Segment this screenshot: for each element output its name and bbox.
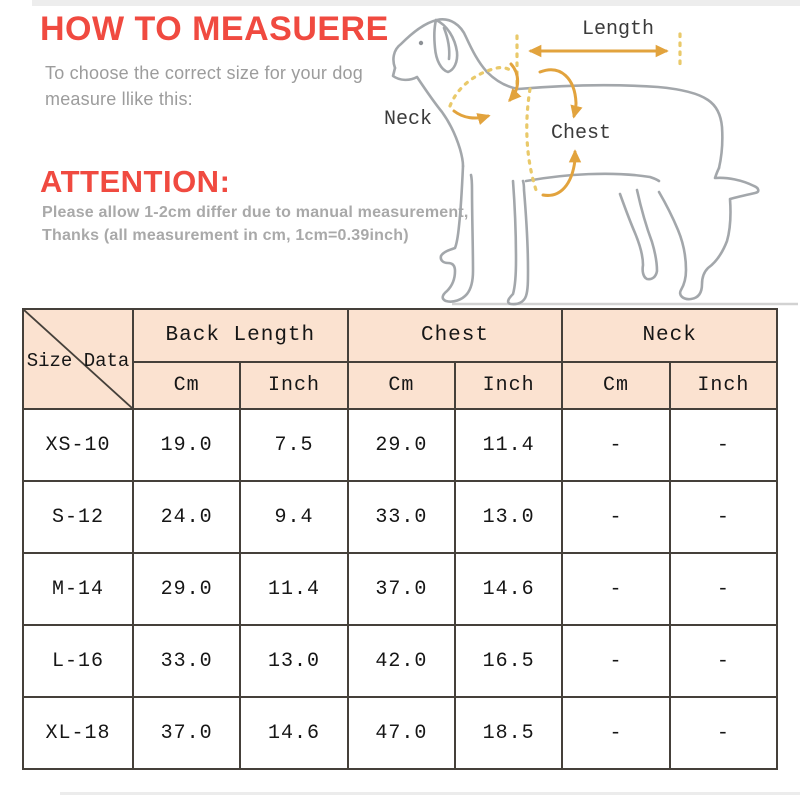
dog-far-rear-leg bbox=[618, 188, 659, 281]
group-header-row: Size Data Back Length Chest Neck bbox=[22, 308, 778, 410]
dog-head-and-back bbox=[392, 18, 724, 170]
size-cell: XS-10 bbox=[22, 408, 134, 482]
how-to-measure-title: HOW TO MEASUERE bbox=[40, 10, 389, 48]
value-cell: - bbox=[668, 408, 779, 482]
neck-arrow-upper bbox=[508, 62, 522, 103]
dog-ear-inner-line bbox=[442, 26, 451, 61]
value-cell: 11.4 bbox=[239, 552, 349, 626]
attention-title: ATTENTION: bbox=[40, 164, 231, 199]
value-cell: 33.0 bbox=[131, 624, 242, 698]
chest-arrow-upper bbox=[538, 68, 583, 119]
how-to-measure-subtitle: To choose the correct size for your dog m… bbox=[45, 60, 363, 112]
dog-jaw-and-chest bbox=[391, 66, 465, 168]
neck-girth-dashed-arc bbox=[448, 66, 512, 108]
value-cell: - bbox=[668, 696, 779, 770]
size-cell: S-12 bbox=[22, 480, 134, 554]
chest-arrow-lower bbox=[541, 149, 582, 197]
col-header-back-length: Back Length bbox=[132, 308, 349, 363]
value-cell: 29.0 bbox=[131, 552, 242, 626]
value-cell: 7.5 bbox=[239, 408, 349, 482]
table-row-m-14: M-14 29.0 11.4 37.0 14.6 - - bbox=[22, 552, 779, 626]
value-cell: - bbox=[668, 552, 779, 626]
value-cell: - bbox=[561, 480, 671, 554]
chest-girth-dashed-line bbox=[525, 87, 538, 192]
subtitle-line-1: To choose the correct size for your dog bbox=[45, 63, 363, 83]
top-edge-strip bbox=[32, 0, 800, 6]
measurement-arrows bbox=[452, 44, 669, 197]
unit-header-chest-cm: Cm bbox=[346, 361, 456, 410]
value-cell: 14.6 bbox=[239, 696, 349, 770]
size-data-label: Size Data bbox=[26, 349, 130, 372]
dog-far-front-leg bbox=[439, 164, 475, 303]
chest-label: Chest bbox=[551, 122, 611, 145]
corner-diagonal-line bbox=[24, 310, 132, 408]
attention-note: Please allow 1-2cm differ due to manual … bbox=[42, 201, 469, 247]
dotted-guides bbox=[448, 32, 682, 192]
unit-header-neck-cm: Cm bbox=[561, 361, 671, 410]
table-row-s-12: S-12 24.0 9.4 33.0 13.0 - - bbox=[22, 480, 779, 554]
dog-ear bbox=[433, 18, 459, 74]
value-cell: - bbox=[561, 624, 671, 698]
value-cell: 9.4 bbox=[239, 480, 349, 554]
value-cell: - bbox=[561, 696, 671, 770]
attention-line-1: Please allow 1-2cm differ due to manual … bbox=[42, 204, 469, 221]
subtitle-line-2: measure llike this: bbox=[45, 89, 193, 110]
col-header-neck: Neck bbox=[561, 308, 778, 363]
dog-near-front-leg bbox=[506, 179, 530, 306]
dog-outline bbox=[391, 18, 760, 306]
dog-belly bbox=[524, 172, 661, 183]
value-cell: 29.0 bbox=[346, 408, 456, 482]
value-cell: 37.0 bbox=[131, 696, 242, 770]
value-cell: 11.4 bbox=[453, 408, 564, 482]
size-data-corner-cell: Size Data bbox=[22, 308, 134, 410]
value-cell: - bbox=[561, 552, 671, 626]
col-header-chest: Chest bbox=[346, 308, 564, 363]
value-cell: 14.6 bbox=[453, 552, 564, 626]
value-cell: 13.0 bbox=[239, 624, 349, 698]
unit-header-row: Cm Inch Cm Inch Cm Inch bbox=[23, 361, 779, 410]
unit-header-back-inch: Inch bbox=[239, 361, 349, 410]
value-cell: - bbox=[668, 624, 779, 698]
neck-label: Neck bbox=[384, 108, 432, 131]
length-label: Length bbox=[582, 18, 654, 41]
table-row-l-16: L-16 33.0 13.0 42.0 16.5 - - bbox=[22, 624, 779, 698]
value-cell: 33.0 bbox=[346, 480, 456, 554]
unit-header-chest-inch: Inch bbox=[453, 361, 564, 410]
dog-measurement-diagram: Length Neck Chest bbox=[384, 18, 798, 306]
value-cell: 18.5 bbox=[453, 696, 564, 770]
table-row-xl-18: XL-18 37.0 14.6 47.0 18.5 - - bbox=[22, 696, 779, 770]
size-cell: L-16 bbox=[22, 624, 134, 698]
value-cell: 16.5 bbox=[453, 624, 564, 698]
value-cell: - bbox=[668, 480, 779, 554]
value-cell: 13.0 bbox=[453, 480, 564, 554]
table-row-xs-10: XS-10 19.0 7.5 29.0 11.4 - - bbox=[22, 408, 779, 482]
neck-arrow-lower bbox=[452, 109, 491, 125]
size-cell: XL-18 bbox=[22, 696, 134, 770]
value-cell: 19.0 bbox=[131, 408, 242, 482]
dog-eye bbox=[418, 40, 424, 46]
value-cell: 42.0 bbox=[346, 624, 456, 698]
attention-line-2: Thanks (all measurement in cm, 1cm=0.39i… bbox=[42, 227, 409, 245]
unit-header-back-cm: Cm bbox=[131, 361, 242, 410]
value-cell: - bbox=[561, 408, 671, 482]
unit-header-neck-inch: Inch bbox=[668, 361, 779, 410]
size-cell: M-14 bbox=[22, 552, 134, 626]
bottom-edge-strip bbox=[60, 792, 800, 795]
size-table: Size Data Back Length Chest Neck Cm Inch… bbox=[22, 308, 779, 770]
value-cell: 37.0 bbox=[346, 552, 456, 626]
value-cell: 24.0 bbox=[131, 480, 242, 554]
value-cell: 47.0 bbox=[346, 696, 456, 770]
dog-tail-and-rear-leg bbox=[657, 166, 760, 301]
